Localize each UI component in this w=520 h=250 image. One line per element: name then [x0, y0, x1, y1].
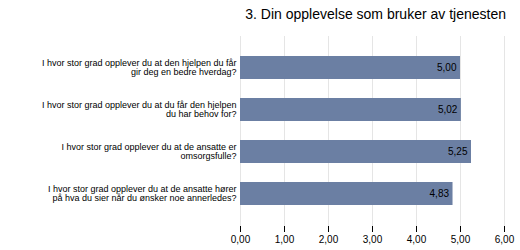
- svg-text:I hvor stor grad opplever du a: I hvor stor grad opplever du at du får d…: [42, 100, 237, 119]
- svg-text:I hvor stor grad opplever du a: I hvor stor grad opplever du at den hjel…: [42, 58, 237, 77]
- html-text:3. Din opplevelse som bruker a: 3. Din opplevelse som bruker av tjeneste…: [245, 6, 506, 22]
- svg-text:0,00: 0,00: [231, 234, 251, 245]
- svg-text:I hvor stor grad opplever du a: I hvor stor grad opplever du at de ansat…: [61, 142, 236, 161]
- svg-text:4,83: 4,83: [430, 188, 450, 199]
- svg-text:1,00: 1,00: [275, 234, 295, 245]
- svg-text:I hvor stor grad opplever du a: I hvor stor grad opplever du at de ansat…: [48, 184, 237, 203]
- svg-text:5,00: 5,00: [437, 62, 457, 73]
- svg-text:5,00: 5,00: [451, 234, 471, 245]
- svg-text:5,25: 5,25: [448, 146, 468, 157]
- svg-text:3,00: 3,00: [363, 234, 383, 245]
- svg-text:6,00: 6,00: [495, 234, 515, 245]
- svg-text:4,00: 4,00: [407, 234, 427, 245]
- svg-text:5,02: 5,02: [438, 104, 458, 115]
- svg-text:2,00: 2,00: [319, 234, 339, 245]
